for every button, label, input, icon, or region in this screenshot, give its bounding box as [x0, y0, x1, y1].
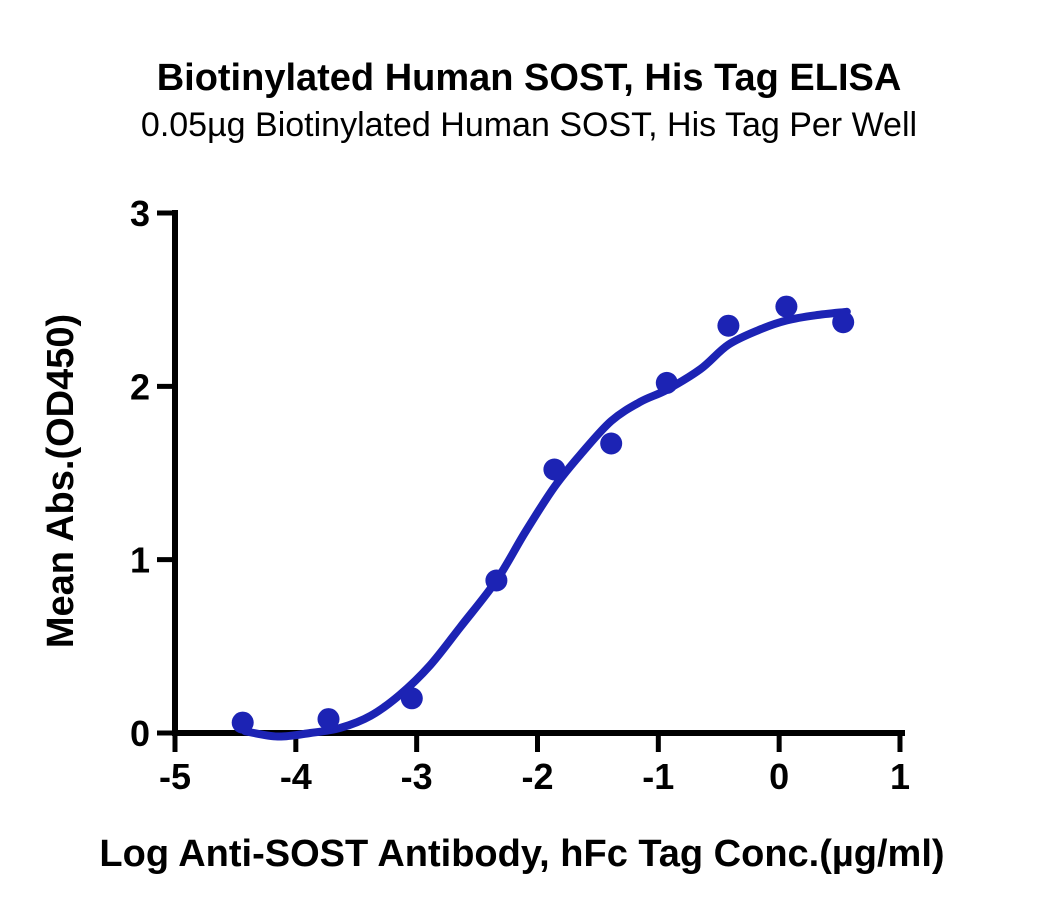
x-tick-label: -3 — [401, 756, 433, 797]
data-point — [655, 371, 678, 394]
x-tick-label: 1 — [890, 756, 910, 797]
y-tick-label: 0 — [130, 713, 150, 754]
data-point — [775, 295, 798, 318]
x-axis-label: Log Anti-SOST Antibody, hFc Tag Conc.(µg… — [99, 833, 944, 875]
fit-curve-layer — [241, 307, 851, 741]
data-point — [717, 314, 740, 337]
x-tick-label: 0 — [769, 756, 789, 797]
y-tick-label: 1 — [130, 540, 150, 581]
y-tick-label: 3 — [130, 193, 150, 234]
data-point — [832, 311, 855, 334]
data-point — [543, 458, 566, 481]
data-point — [600, 432, 623, 455]
fit-curve — [241, 307, 851, 741]
x-tick-label: -2 — [521, 756, 553, 797]
data-point — [485, 569, 508, 592]
data-points-layer — [231, 295, 855, 734]
x-tick-label: -5 — [159, 756, 191, 797]
chart-subtitle: 0.05µg Biotinylated Human SOST, His Tag … — [141, 106, 917, 144]
axis-ticks: -5 -4 -3 -2 -1 0 1 0 1 2 3 — [130, 193, 910, 797]
data-point — [231, 711, 254, 734]
data-point — [317, 708, 340, 731]
x-tick-label: -4 — [280, 756, 312, 797]
chart-title: Biotinylated Human SOST, His Tag ELISA — [157, 57, 902, 99]
x-tick-label: -1 — [642, 756, 674, 797]
data-point — [400, 687, 423, 710]
y-tick-label: 2 — [130, 366, 150, 407]
y-axis-label: Mean Abs.(OD450) — [40, 314, 82, 648]
